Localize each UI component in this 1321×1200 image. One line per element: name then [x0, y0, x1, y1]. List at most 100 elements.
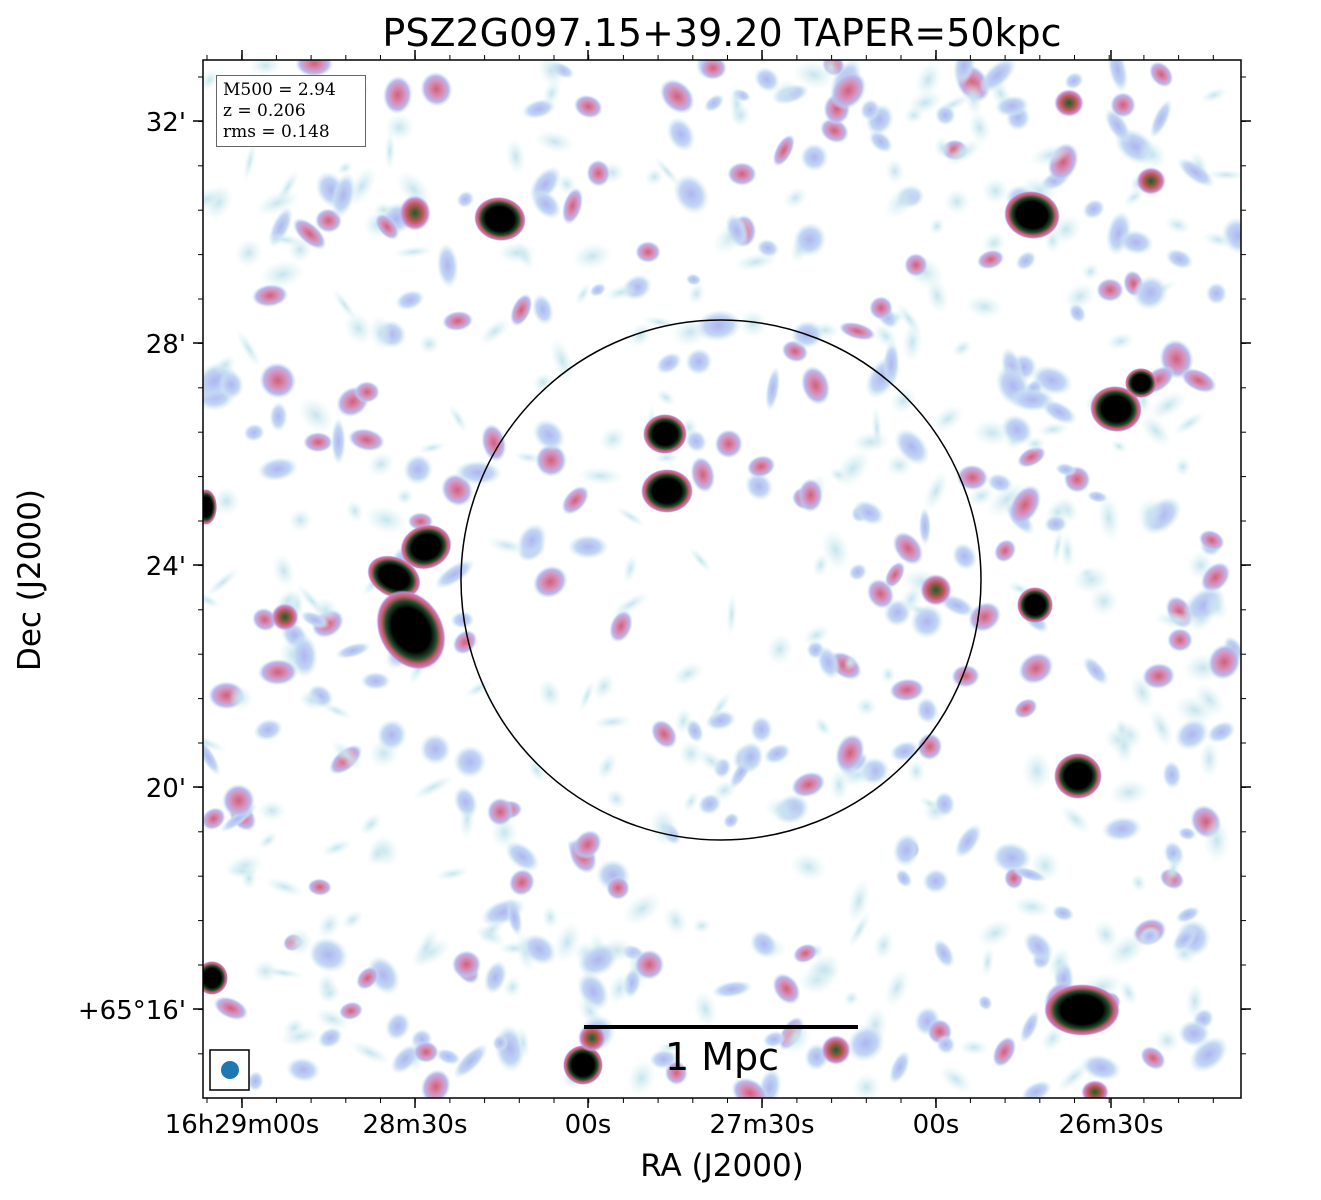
radio-source: [474, 196, 526, 242]
noise-blob: [880, 665, 896, 684]
noise-blob: [577, 942, 619, 978]
noise-blob: [763, 743, 791, 765]
noise-blob: [478, 917, 505, 943]
noise-blob: [356, 966, 379, 990]
noise-blob: [290, 633, 319, 678]
radio-source: [1054, 89, 1084, 117]
noise-blob: [655, 388, 677, 407]
noise-blob: [800, 365, 831, 406]
noise-blob: [1171, 926, 1198, 952]
noise-blob: [269, 401, 288, 432]
noise-blob: [573, 94, 603, 119]
noise-blob: [486, 797, 514, 827]
noise-blob: [1106, 933, 1147, 968]
noise-blob: [819, 117, 849, 144]
radio-source: [1167, 628, 1193, 652]
noise-blob: [318, 982, 341, 1004]
noise-blob: [1205, 169, 1241, 181]
radio-source: [203, 961, 228, 995]
noise-blob: [993, 539, 1017, 563]
noise-blob: [321, 702, 353, 720]
noise-blob: [1207, 643, 1241, 681]
noise-blob: [951, 542, 978, 571]
plot-frame: [202, 59, 1242, 1099]
noise-blob: [453, 786, 478, 818]
dec-tick-label: +65°16': [77, 996, 186, 1026]
noise-blob: [479, 317, 511, 345]
noise-blob: [435, 1048, 461, 1066]
noise-blob: [1205, 282, 1228, 305]
noise-blob: [510, 293, 533, 327]
noise-blob: [247, 1070, 264, 1092]
noise-blob: [821, 528, 851, 572]
noise-blob: [853, 499, 885, 526]
noise-blob: [257, 456, 299, 482]
radio-source: [635, 241, 661, 263]
noise-blob: [703, 93, 725, 113]
noise-blob: [1174, 718, 1210, 751]
noise-blob: [1206, 720, 1236, 744]
noise-blob: [366, 955, 401, 996]
noise-blob: [967, 601, 1002, 633]
mass-text: M500 = 2.94: [223, 80, 336, 100]
noise-blob: [888, 1050, 911, 1085]
noise-blob: [892, 833, 921, 868]
noise-blob: [1092, 919, 1119, 950]
noise-blob: [655, 352, 683, 375]
noise-blob: [872, 929, 895, 961]
noise-blob: [685, 429, 708, 453]
noise-blob: [572, 242, 613, 271]
noise-blob: [1118, 229, 1154, 256]
noise-blob: [376, 718, 408, 752]
dec-tick-label: 28': [145, 330, 186, 360]
noise-blob: [1164, 215, 1192, 235]
radio-source: [563, 1045, 603, 1085]
noise-blob: [1036, 421, 1070, 438]
noise-blob: [452, 1043, 489, 1079]
noise-blob: [264, 877, 305, 897]
noise-blob: [765, 365, 781, 412]
noise-blob: [714, 429, 744, 459]
noise-blob: [599, 426, 627, 453]
radio-source: [1081, 1080, 1109, 1098]
noise-blob: [976, 249, 1005, 270]
noise-blob: [1012, 896, 1052, 918]
noise-blob: [542, 80, 562, 107]
radio-source: [1096, 278, 1124, 302]
noise-blob: [914, 61, 943, 99]
noise-blob: [1165, 248, 1194, 270]
noise-blob: [573, 829, 602, 860]
noise-blob: [384, 113, 415, 142]
radio-source: [835, 733, 865, 773]
noise-blob: [276, 169, 300, 206]
noise-blob: [1177, 1019, 1211, 1048]
noise-blob: [464, 679, 492, 698]
noise-blob: [272, 553, 296, 588]
noise-blob: [615, 506, 646, 527]
noise-blob: [1198, 529, 1225, 551]
noise-blob: [663, 905, 688, 936]
radio-source: [920, 574, 952, 606]
radio-source: [904, 253, 928, 277]
noise-blob: [1200, 87, 1228, 104]
noise-blob: [1015, 250, 1037, 271]
noise-blob: [933, 791, 956, 817]
noise-blob: [390, 1043, 421, 1075]
noise-blob: [541, 905, 559, 930]
noise-blob: [848, 910, 871, 949]
noise-blob: [364, 504, 408, 535]
noise-blob: [586, 159, 611, 187]
noise-blob: [1017, 446, 1047, 468]
noise-blob: [448, 404, 468, 433]
noise-blob: [977, 918, 1014, 948]
noise-blob: [534, 130, 575, 154]
noise-blob: [332, 288, 358, 321]
noise-blob: [1175, 906, 1201, 924]
noise-blob: [674, 707, 693, 735]
noise-blob: [986, 481, 1028, 518]
noise-blob: [452, 629, 478, 655]
noise-blob: [890, 386, 917, 415]
noise-blob: [1101, 816, 1143, 842]
noise-blob: [1148, 390, 1188, 421]
noise-blob: [634, 949, 665, 980]
